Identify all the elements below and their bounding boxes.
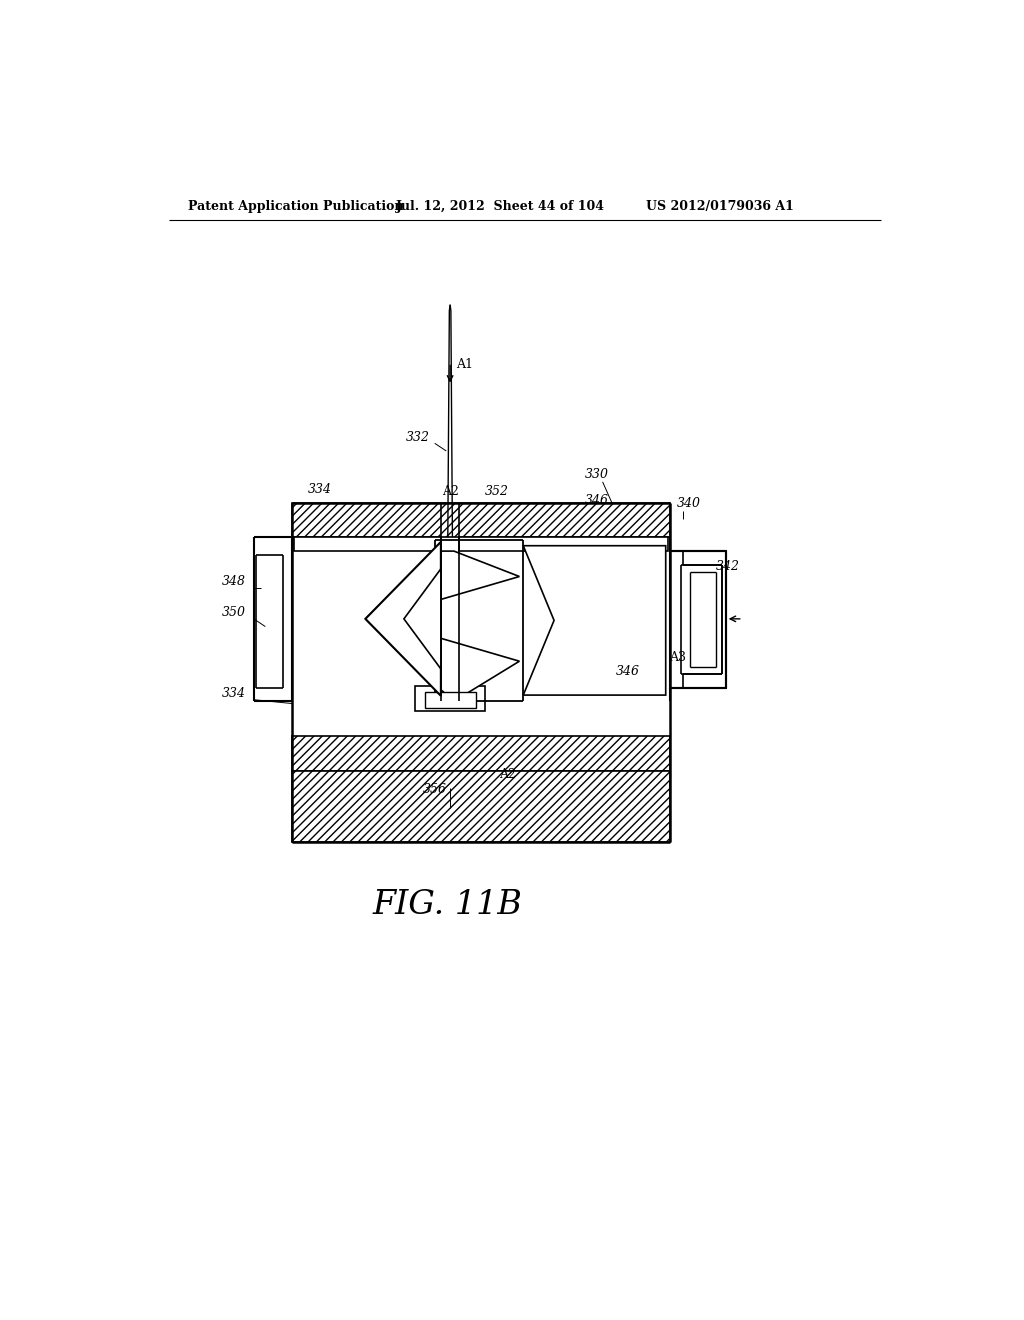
Text: 332: 332 [407,430,430,444]
Text: 352: 352 [484,484,509,498]
Polygon shape [366,543,441,696]
Bar [292,503,670,537]
Bar [292,537,670,737]
Polygon shape [366,619,519,701]
Text: 346: 346 [585,494,609,507]
Text: US 2012/0179036 A1: US 2012/0179036 A1 [646,199,795,213]
Text: 342: 342 [716,560,739,573]
Text: FIG. 11B: FIG. 11B [373,890,522,921]
Text: A2: A2 [499,768,515,781]
Text: 330: 330 [585,467,609,480]
Text: A1: A1 [457,358,473,371]
Bar [416,686,484,711]
Text: A3: A3 [670,651,686,664]
Bar [425,692,475,708]
Text: 348: 348 [221,576,246,589]
Text: 350: 350 [221,606,246,619]
Text: 340: 340 [677,496,701,510]
Text: 356: 356 [423,783,447,796]
Bar [460,537,668,552]
Text: 334: 334 [221,686,246,700]
Bar [292,737,670,771]
Text: 334: 334 [307,483,332,496]
Text: Patent Application Publication: Patent Application Publication [188,199,403,213]
Bar [292,771,670,842]
Polygon shape [366,552,519,619]
Polygon shape [403,569,441,669]
Bar [670,552,726,688]
Text: Jul. 12, 2012  Sheet 44 of 104: Jul. 12, 2012 Sheet 44 of 104 [396,199,605,213]
Text: A2: A2 [442,484,460,498]
Bar [294,537,441,552]
Polygon shape [523,545,666,696]
Text: 346: 346 [615,665,640,677]
